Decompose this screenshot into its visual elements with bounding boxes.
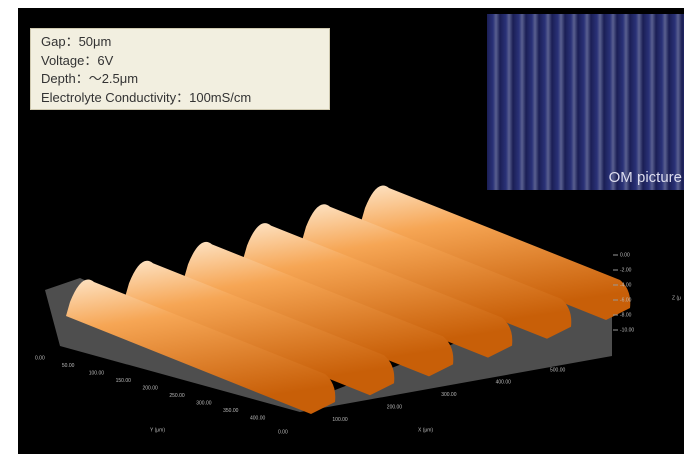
- info-line: Depth：～2.5μm: [41, 70, 319, 89]
- info-line: Voltage：6V: [41, 52, 319, 71]
- z-tick-label: -6.00: [620, 297, 632, 303]
- y-tick-label: 300.00: [196, 400, 212, 406]
- z-tick-label: 0.00: [620, 252, 630, 258]
- info-box: Gap：50μm Voltage：6V Depth：～2.5μm Electro…: [30, 28, 330, 110]
- info-line: Electrolyte Conductivity：100mS/cm: [41, 89, 319, 108]
- z-tick-label: -8.00: [620, 312, 632, 318]
- z-tick-label: -2.00: [620, 267, 632, 273]
- x-tick-label: 200.00: [387, 405, 403, 411]
- x-tick-label: 300.00: [441, 392, 457, 398]
- x-tick-label: 100.00: [332, 417, 348, 423]
- info-line: Gap：50μm: [41, 33, 319, 52]
- x-tick-label: 400.00: [496, 380, 512, 386]
- x-tick-label: 0.00: [278, 429, 288, 435]
- y-tick-label: 150.00: [116, 378, 132, 384]
- y-tick-label: 100.00: [89, 370, 105, 376]
- z-tick-label: -4.00: [620, 282, 632, 288]
- y-axis-label: Y (μm): [150, 427, 165, 433]
- screenshot: 0.00 -2.00 -4.00 -6.00 -8.00 -10.00 Z (μ 0.00 50…: [0, 0, 684, 462]
- x-tick-label: 500.00: [550, 367, 566, 373]
- y-tick-label: 50.00: [62, 363, 75, 369]
- y-tick-label: 0.00: [35, 355, 45, 361]
- y-tick-label: 350.00: [223, 408, 239, 414]
- z-axis-label: Z (μ: [672, 295, 681, 301]
- z-tick-label: -10.00: [620, 327, 634, 333]
- y-tick-label: 400.00: [250, 415, 266, 421]
- inset-label: OM picture: [609, 169, 682, 186]
- om-picture: OM picture: [487, 14, 684, 190]
- y-tick-label: 200.00: [143, 385, 159, 391]
- x-axis-label: X (μm): [418, 427, 433, 433]
- y-tick-label: 250.00: [169, 393, 185, 399]
